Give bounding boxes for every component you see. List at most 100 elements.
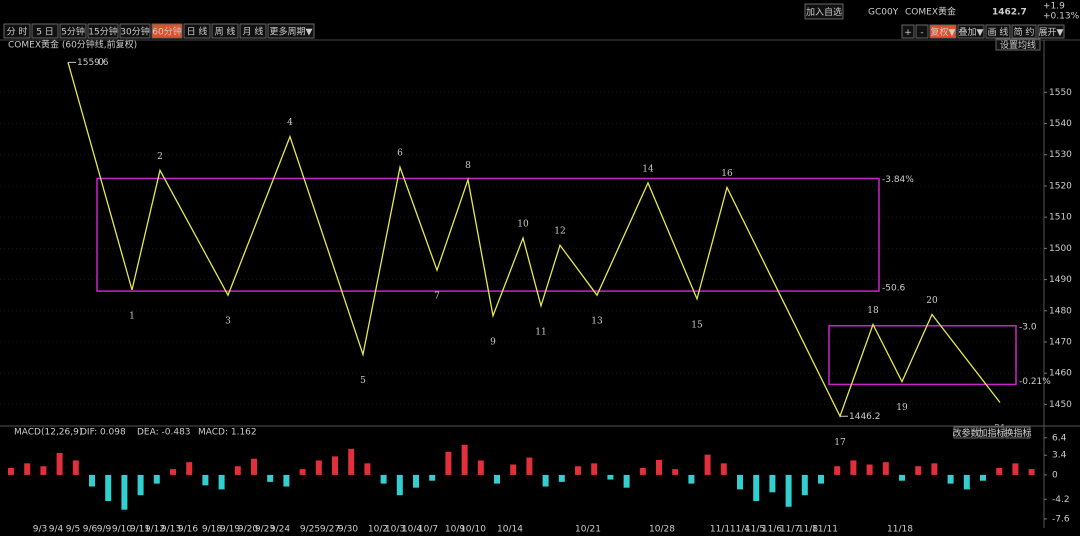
tool-button-label[interactable]: +: [904, 28, 912, 38]
period-button[interactable]: [59, 23, 87, 39]
macd-bar: [461, 444, 468, 475]
y-tick-label: 1470: [1049, 337, 1072, 347]
period-button-label[interactable]: 15分钟: [88, 26, 117, 38]
macd-bar: [607, 474, 614, 480]
macd-bar: [170, 469, 176, 475]
add-watch-button-label[interactable]: 加入自选: [806, 6, 842, 18]
period-button-label[interactable]: 5分钟: [61, 26, 85, 38]
tool-button-label[interactable]: 叠加▼: [959, 27, 984, 38]
tool-button-label[interactable]: -: [920, 28, 923, 38]
macd-bar: [591, 463, 598, 475]
wave-label: 9: [490, 337, 496, 347]
wave-label: 11: [535, 327, 546, 337]
x-tick-label: 9/18: [202, 525, 222, 535]
period-button[interactable]: [267, 23, 315, 39]
x-tick-label: 9/16: [178, 525, 198, 535]
symbol: GC00Y: [868, 8, 899, 18]
tool-button-label[interactable]: 简 约: [1014, 26, 1035, 38]
x-tick-label: 9/24: [270, 525, 290, 535]
macd-bar: [40, 466, 47, 475]
macd-bar: [931, 463, 938, 475]
wave-label: 6: [397, 149, 403, 159]
macd-bar: [202, 474, 209, 486]
period-button-label[interactable]: 周 线: [215, 26, 236, 38]
indicator-button-label[interactable]: 换指标: [1004, 427, 1031, 439]
wave-label: 17: [834, 438, 846, 448]
y-tick-label: 1540: [1049, 119, 1072, 129]
macd-bar: [24, 463, 31, 475]
indicator-button[interactable]: [953, 426, 979, 439]
macd-bar: [996, 467, 1003, 475]
macd-bar: [332, 456, 338, 475]
tool-button[interactable]: [915, 24, 929, 39]
tool-button[interactable]: [1011, 24, 1037, 39]
period-button[interactable]: [31, 23, 59, 39]
macd-bar: [785, 474, 792, 507]
indicator-button-label[interactable]: 加指标: [978, 427, 1005, 439]
tool-button[interactable]: [985, 24, 1011, 39]
ma-setting-button[interactable]: [995, 38, 1041, 51]
macd-bar: [753, 474, 760, 501]
y-tick-label: 1450: [1049, 400, 1072, 410]
period-button[interactable]: [87, 23, 119, 39]
wave-label: 19: [896, 403, 908, 413]
x-tick-label: 10/7: [418, 525, 438, 535]
value-label: 1559.6: [77, 58, 109, 68]
indicator-button-label[interactable]: 改参数: [952, 427, 979, 439]
add-watch-button[interactable]: [804, 3, 844, 20]
tool-button-label[interactable]: 复权▼: [931, 26, 956, 38]
period-button-label[interactable]: 分 时: [7, 26, 28, 38]
x-tick-label: 10/4: [402, 525, 422, 535]
tool-button[interactable]: [929, 24, 957, 39]
y-tick-label: 0: [1052, 470, 1058, 480]
ma-setting-button-label[interactable]: 设置均线: [1000, 39, 1036, 51]
period-button[interactable]: [119, 23, 151, 39]
indicator-button[interactable]: [1005, 426, 1031, 439]
tool-button[interactable]: [901, 24, 915, 39]
tool-button-label[interactable]: 展开▼: [1039, 27, 1064, 38]
period-button-label[interactable]: 60分钟: [152, 26, 181, 38]
period-button-label[interactable]: 30分钟: [120, 26, 149, 38]
y-tick-label: 1550: [1049, 88, 1072, 98]
period-button-label[interactable]: 更多周期▼: [270, 26, 313, 38]
x-tick-label: 10/21: [575, 525, 601, 535]
period-button[interactable]: [211, 23, 239, 39]
y-tick-label: -4.2: [1052, 495, 1070, 505]
tool-button[interactable]: [957, 24, 985, 39]
tool-button[interactable]: [1037, 24, 1065, 39]
macd-bar: [834, 466, 841, 475]
y-tick-label: 6.4: [1052, 433, 1067, 443]
x-tick-label: 10/9: [445, 525, 465, 535]
macd-bar: [510, 464, 517, 475]
macd-legend: MACD: 1.162: [198, 428, 257, 438]
wave-label: 13: [591, 317, 603, 327]
macd-bar: [737, 474, 743, 490]
macd-bar: [251, 458, 257, 475]
period-button-label[interactable]: 日 线: [187, 26, 208, 38]
macd-bar: [413, 474, 419, 488]
macd-legend: DEA: -0.483: [137, 428, 191, 438]
macd-bar: [769, 474, 776, 493]
macd-bar: [704, 454, 711, 475]
macd-bar: [623, 474, 630, 488]
period-button[interactable]: [183, 23, 211, 39]
macd-bar: [121, 474, 128, 510]
wave-label: 10: [517, 220, 529, 230]
indicator-button[interactable]: [979, 426, 1005, 439]
wave-label: 0: [98, 58, 104, 68]
x-tick-label: 11/1: [710, 525, 730, 535]
period-button[interactable]: [3, 23, 31, 39]
macd-bar: [299, 469, 306, 475]
macd-bar: [8, 467, 14, 475]
macd-bar: [801, 474, 808, 496]
macd-bar: [89, 474, 95, 487]
tool-button-label[interactable]: 画 线: [988, 26, 1009, 38]
period-button-label[interactable]: 月 线: [243, 26, 264, 38]
period-button[interactable]: [239, 23, 267, 39]
y-tick-label: 3.4: [1052, 451, 1067, 461]
wave-label: 8: [465, 161, 471, 171]
macd-bar: [56, 452, 63, 475]
change-pct: +0.13%: [1043, 12, 1080, 22]
period-button[interactable]: [151, 23, 183, 39]
period-button-label[interactable]: 5 日: [36, 27, 54, 38]
